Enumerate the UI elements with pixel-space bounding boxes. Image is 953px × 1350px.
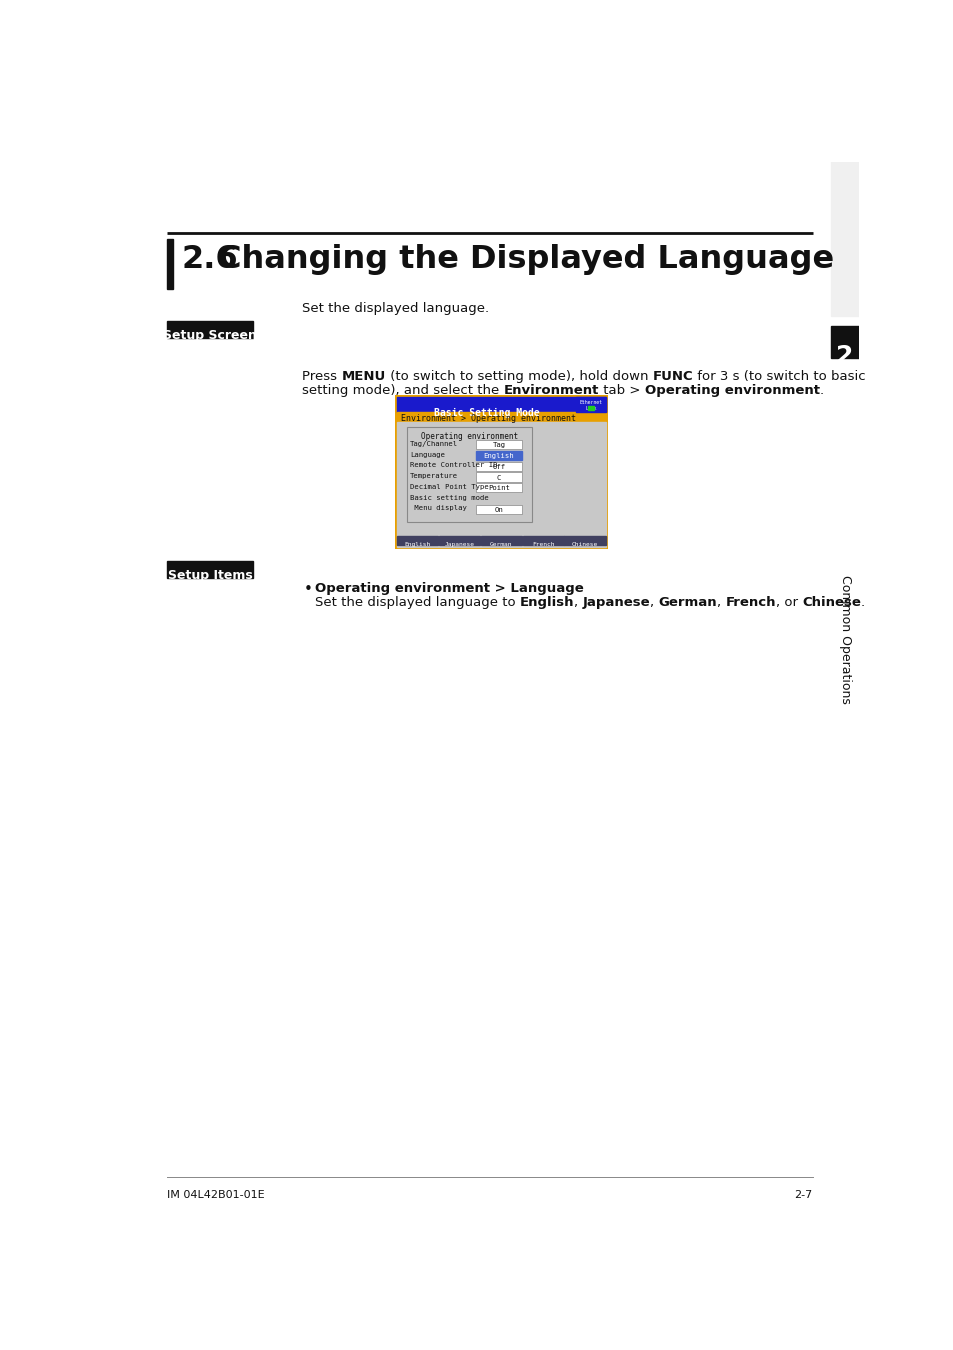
Text: Basic Setting Mode: Basic Setting Mode (434, 408, 538, 417)
Text: Operating environment: Operating environment (644, 383, 819, 397)
Text: Tag/Channel: Tag/Channel (410, 440, 457, 447)
Text: French: French (724, 595, 775, 609)
Text: ,: , (649, 595, 658, 609)
Text: tab >: tab > (598, 383, 644, 397)
Text: Environment > Operating environment: Environment > Operating environment (400, 414, 575, 423)
Text: Set the displayed language.: Set the displayed language. (302, 302, 489, 315)
Text: .: . (819, 383, 823, 397)
Text: Temperature: Temperature (410, 472, 457, 479)
Text: •: • (303, 582, 313, 597)
Bar (476, 472, 521, 482)
Text: IM 04L42B01-01E: IM 04L42B01-01E (167, 1189, 265, 1200)
Text: ,: , (574, 595, 581, 609)
Text: Menu display: Menu display (410, 505, 466, 512)
Text: Press: Press (302, 370, 341, 383)
Text: Ethernet
Link: Ethernet Link (579, 400, 602, 410)
Bar (167, 239, 172, 289)
Bar (406, 427, 532, 522)
Bar (576, 397, 605, 412)
Text: German: German (490, 541, 512, 547)
Bar (167, 560, 253, 578)
Text: Chinese: Chinese (571, 541, 598, 547)
Text: Remote Controller ID: Remote Controller ID (410, 462, 497, 468)
Text: Tag: Tag (492, 443, 505, 448)
Text: ,: , (716, 595, 724, 609)
Bar (830, 0, 858, 316)
Bar (476, 451, 521, 460)
Text: Operating environment: Operating environment (420, 432, 517, 440)
Bar (396, 397, 605, 412)
Text: English: English (483, 454, 514, 459)
Bar (587, 406, 594, 410)
Bar (476, 505, 521, 514)
Bar (396, 423, 605, 547)
Text: MENU: MENU (341, 370, 385, 383)
Text: Set the displayed language to: Set the displayed language to (314, 595, 518, 609)
Text: , or: , or (775, 595, 801, 609)
Text: Setup Items: Setup Items (168, 570, 252, 582)
Text: Decimal Point Type: Decimal Point Type (410, 483, 488, 490)
Text: Changing the Displayed Language: Changing the Displayed Language (217, 244, 833, 275)
Bar (476, 462, 521, 471)
Text: (to switch to setting mode), hold down: (to switch to setting mode), hold down (385, 370, 652, 383)
Text: FUNC: FUNC (652, 370, 692, 383)
Text: On: On (494, 508, 503, 513)
Text: Common Operations: Common Operations (838, 575, 851, 703)
Bar (830, 325, 858, 358)
Bar (480, 536, 521, 545)
Text: C: C (497, 475, 500, 481)
Text: Chinese: Chinese (801, 595, 860, 609)
Text: for 3 s (to switch to basic: for 3 s (to switch to basic (692, 370, 864, 383)
Bar (167, 320, 253, 338)
Bar (395, 396, 607, 548)
Text: setting mode), and select the: setting mode), and select the (302, 383, 503, 397)
Text: .: . (860, 595, 864, 609)
Bar (438, 536, 479, 545)
Text: Setup Screen: Setup Screen (163, 329, 256, 342)
Text: Japanese: Japanese (581, 595, 649, 609)
Text: 2-7: 2-7 (794, 1189, 812, 1200)
Text: English: English (404, 541, 431, 547)
Text: 2: 2 (835, 344, 852, 369)
Text: German: German (658, 595, 716, 609)
Bar (564, 536, 605, 545)
Bar (522, 536, 563, 545)
Text: Off: Off (492, 464, 505, 470)
Bar (396, 536, 437, 545)
Text: Point: Point (488, 486, 510, 491)
Bar (396, 412, 605, 423)
Text: Japanese: Japanese (444, 541, 474, 547)
Text: 2.6: 2.6 (181, 244, 237, 275)
Text: French: French (532, 541, 554, 547)
Text: Basic setting mode: Basic setting mode (410, 494, 488, 501)
Text: Language: Language (410, 451, 444, 458)
Text: English: English (518, 595, 574, 609)
Bar (476, 440, 521, 450)
Text: Environment: Environment (503, 383, 598, 397)
Bar (476, 483, 521, 493)
Text: Operating environment > Language: Operating environment > Language (314, 582, 582, 594)
